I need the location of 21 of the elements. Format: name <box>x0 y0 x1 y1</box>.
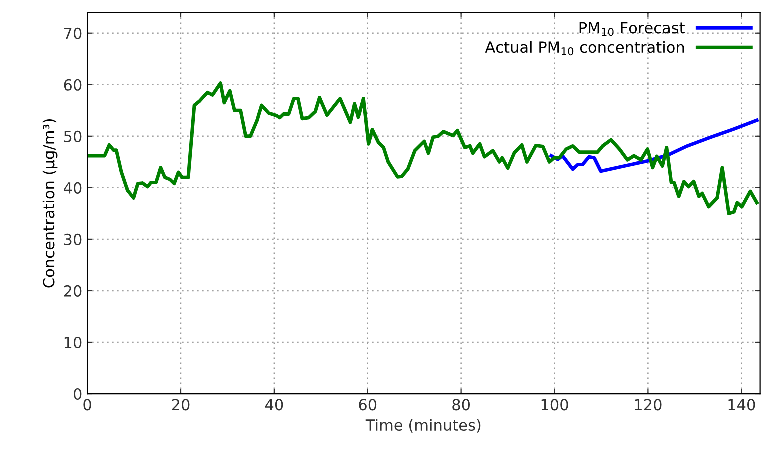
x-tick-label: 0 <box>84 399 92 411</box>
x-tick-label: 100 <box>542 399 568 411</box>
x-tick-label: 80 <box>452 399 470 411</box>
y-axis-title: Concentration (μg/m³) <box>42 119 58 288</box>
legend-label: PM$_{10}$ Forecast <box>580 22 685 36</box>
y-tick-label: 30 <box>64 234 82 246</box>
y-tick-label: 50 <box>64 130 82 142</box>
x-axis-title: Time (minutes) <box>366 419 481 433</box>
x-tick-label: 140 <box>728 399 756 411</box>
y-tick-label: 20 <box>64 285 82 297</box>
y-tick-label: 70 <box>64 28 82 40</box>
y-tick-label: 10 <box>64 336 82 349</box>
y-tick-label: 0 <box>74 388 82 400</box>
y-tick-label: 40 <box>64 182 82 194</box>
x-tick-label: 20 <box>172 399 190 411</box>
line-series <box>88 82 759 216</box>
legend-label: Actual PM$_{10}$ concentration <box>485 41 684 56</box>
y-tick-label: 60 <box>64 79 82 91</box>
x-tick-label: 120 <box>635 399 662 411</box>
x-tick-label: 40 <box>265 399 284 411</box>
x-tick-label: 60 <box>359 399 377 411</box>
